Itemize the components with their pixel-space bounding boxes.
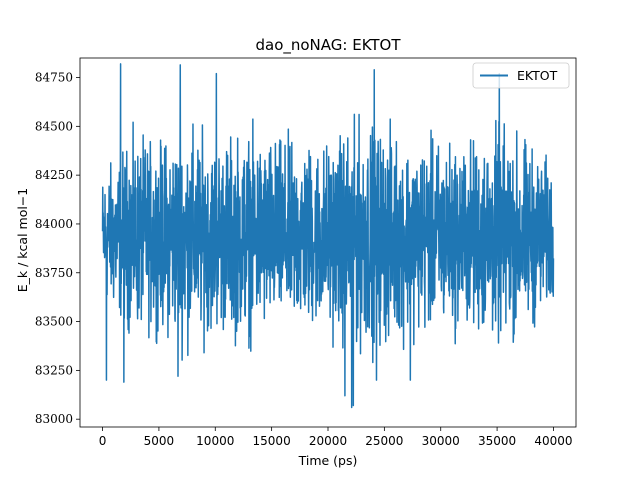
y-tick-label: 83750: [35, 266, 73, 280]
y-tick-label: 84750: [35, 71, 73, 85]
y-tick-label: 84000: [35, 217, 73, 231]
legend-box: [472, 62, 570, 89]
series-layer: [101, 63, 555, 409]
x-tick-label: 25000: [365, 434, 403, 448]
x-tick-label: 40000: [534, 434, 572, 448]
y-tick-label: 83000: [35, 412, 73, 426]
y-tick-label: 84500: [35, 119, 73, 133]
x-tick-label: 35000: [478, 434, 516, 448]
x-tick-label: 0: [99, 434, 107, 448]
series-line-ektot: [101, 63, 555, 409]
y-tick-label: 83500: [35, 315, 73, 329]
y-tick-label: 83250: [35, 363, 73, 377]
chart-title: dao_noNAG: EKTOT: [255, 36, 401, 55]
y-tick-label: 84250: [35, 168, 73, 182]
x-tick-label: 5000: [144, 434, 175, 448]
x-tick-label: 15000: [253, 434, 291, 448]
x-ticks: 0 5000 10000 15000 20000 25000 30000 35000 40000: [99, 427, 573, 448]
y-ticks: 83000 83250 83500 83750 84000 84250 84500 84750: [35, 71, 80, 426]
x-tick-label: 20000: [309, 434, 347, 448]
legend-label-ektot: EKTOT: [517, 68, 558, 83]
x-tick-label: 30000: [422, 434, 460, 448]
y-axis-label: E_k / kcal mol−1: [15, 188, 30, 293]
x-tick-label: 10000: [196, 434, 234, 448]
legend: EKTOT: [472, 62, 570, 89]
x-axis-label: Time (ps): [298, 453, 358, 468]
